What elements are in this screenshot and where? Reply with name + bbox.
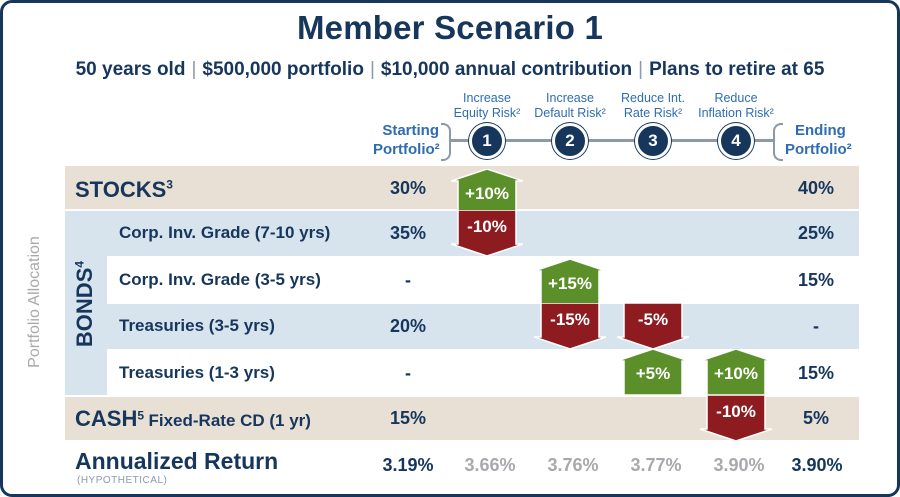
arrow-up-1: +10% — [451, 169, 523, 215]
step-2-label: Increase Default Risk² — [522, 91, 618, 121]
arrow-down-8: -10% — [700, 395, 772, 441]
starting-bracket — [441, 123, 451, 161]
ending-bracket — [773, 123, 783, 161]
arrow-down-5: -5% — [617, 303, 689, 349]
subtitle-age: 50 years old — [75, 59, 186, 80]
step-2-circle: 2 — [552, 123, 588, 159]
stocks-start-value: 30% — [389, 178, 427, 198]
step-3-return-value: 3.77% — [630, 455, 682, 475]
starting-label-line1: Starting — [382, 122, 439, 139]
arrow-up-3: +15% — [534, 259, 606, 305]
arrow-7-label: +10% — [714, 364, 758, 383]
treasuries-3-5-end-value: - — [813, 316, 819, 336]
treasuries-1-3-label: Treasuries (1-3 yrs) — [119, 363, 275, 382]
ending-label-line2: Portfolio² — [785, 141, 852, 158]
starting-label-line2: Portfolio² — [373, 141, 440, 158]
step-4-return-value: 3.90% — [713, 455, 765, 475]
corp-7-10-end-value: 25% — [797, 223, 835, 243]
arrow-5-label: -5% — [637, 310, 669, 329]
treasuries-1-3-end-value: 15% — [797, 363, 835, 383]
treasuries-3-5-label: Treasuries (3-5 yrs) — [119, 316, 275, 335]
treasuries-1-3-start-value: - — [405, 363, 411, 383]
arrow-3-label: +15% — [548, 274, 592, 293]
row-corp-3-5 — [65, 258, 859, 302]
subtitle-retire: Plans to retire at 65 — [649, 59, 825, 80]
annualized-return-label: Annualized Return — [75, 448, 279, 474]
ending-label-line1: Ending — [795, 122, 846, 139]
step-4-label-line1: Reduce — [714, 91, 758, 105]
arrow-up-7: +10% — [700, 349, 772, 395]
page-title: Member Scenario 1 — [296, 9, 604, 46]
steps-connector-line — [449, 139, 773, 142]
subtitle-contribution: $10,000 annual contribution — [380, 59, 633, 80]
hypothetical-note: (HYPOTHETICAL) — [77, 475, 168, 486]
step-1-circle: 1 — [469, 123, 505, 159]
corp-3-5-end-value: 15% — [797, 270, 835, 290]
arrow-8-label: -10% — [716, 402, 756, 421]
step-1-label: Increase Equity Risk² — [439, 91, 535, 121]
starting-return-value: 3.19% — [382, 455, 434, 475]
portfolio-allocation-label: Portfolio Allocation — [26, 236, 43, 368]
corp-3-5-start-value: - — [405, 270, 411, 290]
step-4-label-line2: Inflation Risk² — [698, 106, 774, 120]
bonds-group: BONDS4 — [65, 211, 107, 395]
arrow-down-2: -10% — [451, 210, 523, 256]
row-treasuries-3-5 — [65, 304, 859, 349]
subtitle-portfolio: $500,000 portfolio — [202, 59, 364, 80]
arrow-2-label: -10% — [467, 217, 507, 236]
step-2-label-line2: Default Risk² — [534, 106, 606, 120]
step-1-label-line1: Increase — [463, 91, 511, 105]
step-2-return-value: 3.76% — [547, 455, 599, 475]
step-1-return-value: 3.66% — [464, 455, 516, 475]
arrow-1-label: +10% — [465, 184, 509, 203]
step-2-label-line1: Increase — [546, 91, 594, 105]
arrow-6-label: +5% — [635, 364, 671, 383]
step-3-circle: 3 — [635, 123, 671, 159]
ending-portfolio-header: Ending Portfolio² — [785, 121, 865, 159]
step-3-label: Reduce Int. Rate Risk² — [605, 91, 701, 121]
cash-end-value: 5% — [802, 408, 829, 428]
step-3-label-line1: Reduce Int. — [621, 91, 685, 105]
corp-7-10-start-value: 35% — [389, 223, 427, 243]
corp-7-10-label: Corp. Inv. Grade (7-10 yrs) — [119, 223, 331, 242]
treasuries-3-5-start-value: 20% — [389, 316, 427, 336]
ending-return-value: 3.90% — [791, 455, 843, 475]
subtitle-separator: | — [191, 59, 197, 80]
subtitle-separator: | — [369, 59, 375, 80]
cash-label: CASH5 Fixed-Rate CD (1 yr) — [75, 406, 311, 431]
arrow-down-4: -15% — [534, 303, 606, 349]
scenario-subtitle: 50 years old | $500,000 portfolio | $10,000 … — [3, 59, 897, 81]
stocks-label: STOCKS3 — [75, 177, 173, 202]
arrow-up-6: +5% — [617, 349, 689, 395]
step-4-circle: 4 — [718, 123, 754, 159]
step-4-label: Reduce Inflation Risk² — [688, 91, 784, 121]
arrow-4-label: -15% — [550, 310, 590, 329]
subtitle-separator: | — [638, 59, 644, 80]
corp-3-5-label: Corp. Inv. Grade (3-5 yrs) — [119, 270, 321, 289]
bonds-label: BONDS4 — [72, 260, 97, 348]
step-3-label-line2: Rate Risk² — [623, 106, 683, 120]
starting-portfolio-header: Starting Portfolio² — [373, 121, 440, 159]
step-1-label-line2: Equity Risk² — [453, 106, 521, 120]
cash-start-value: 15% — [389, 408, 427, 428]
stocks-end-value: 40% — [797, 178, 835, 198]
